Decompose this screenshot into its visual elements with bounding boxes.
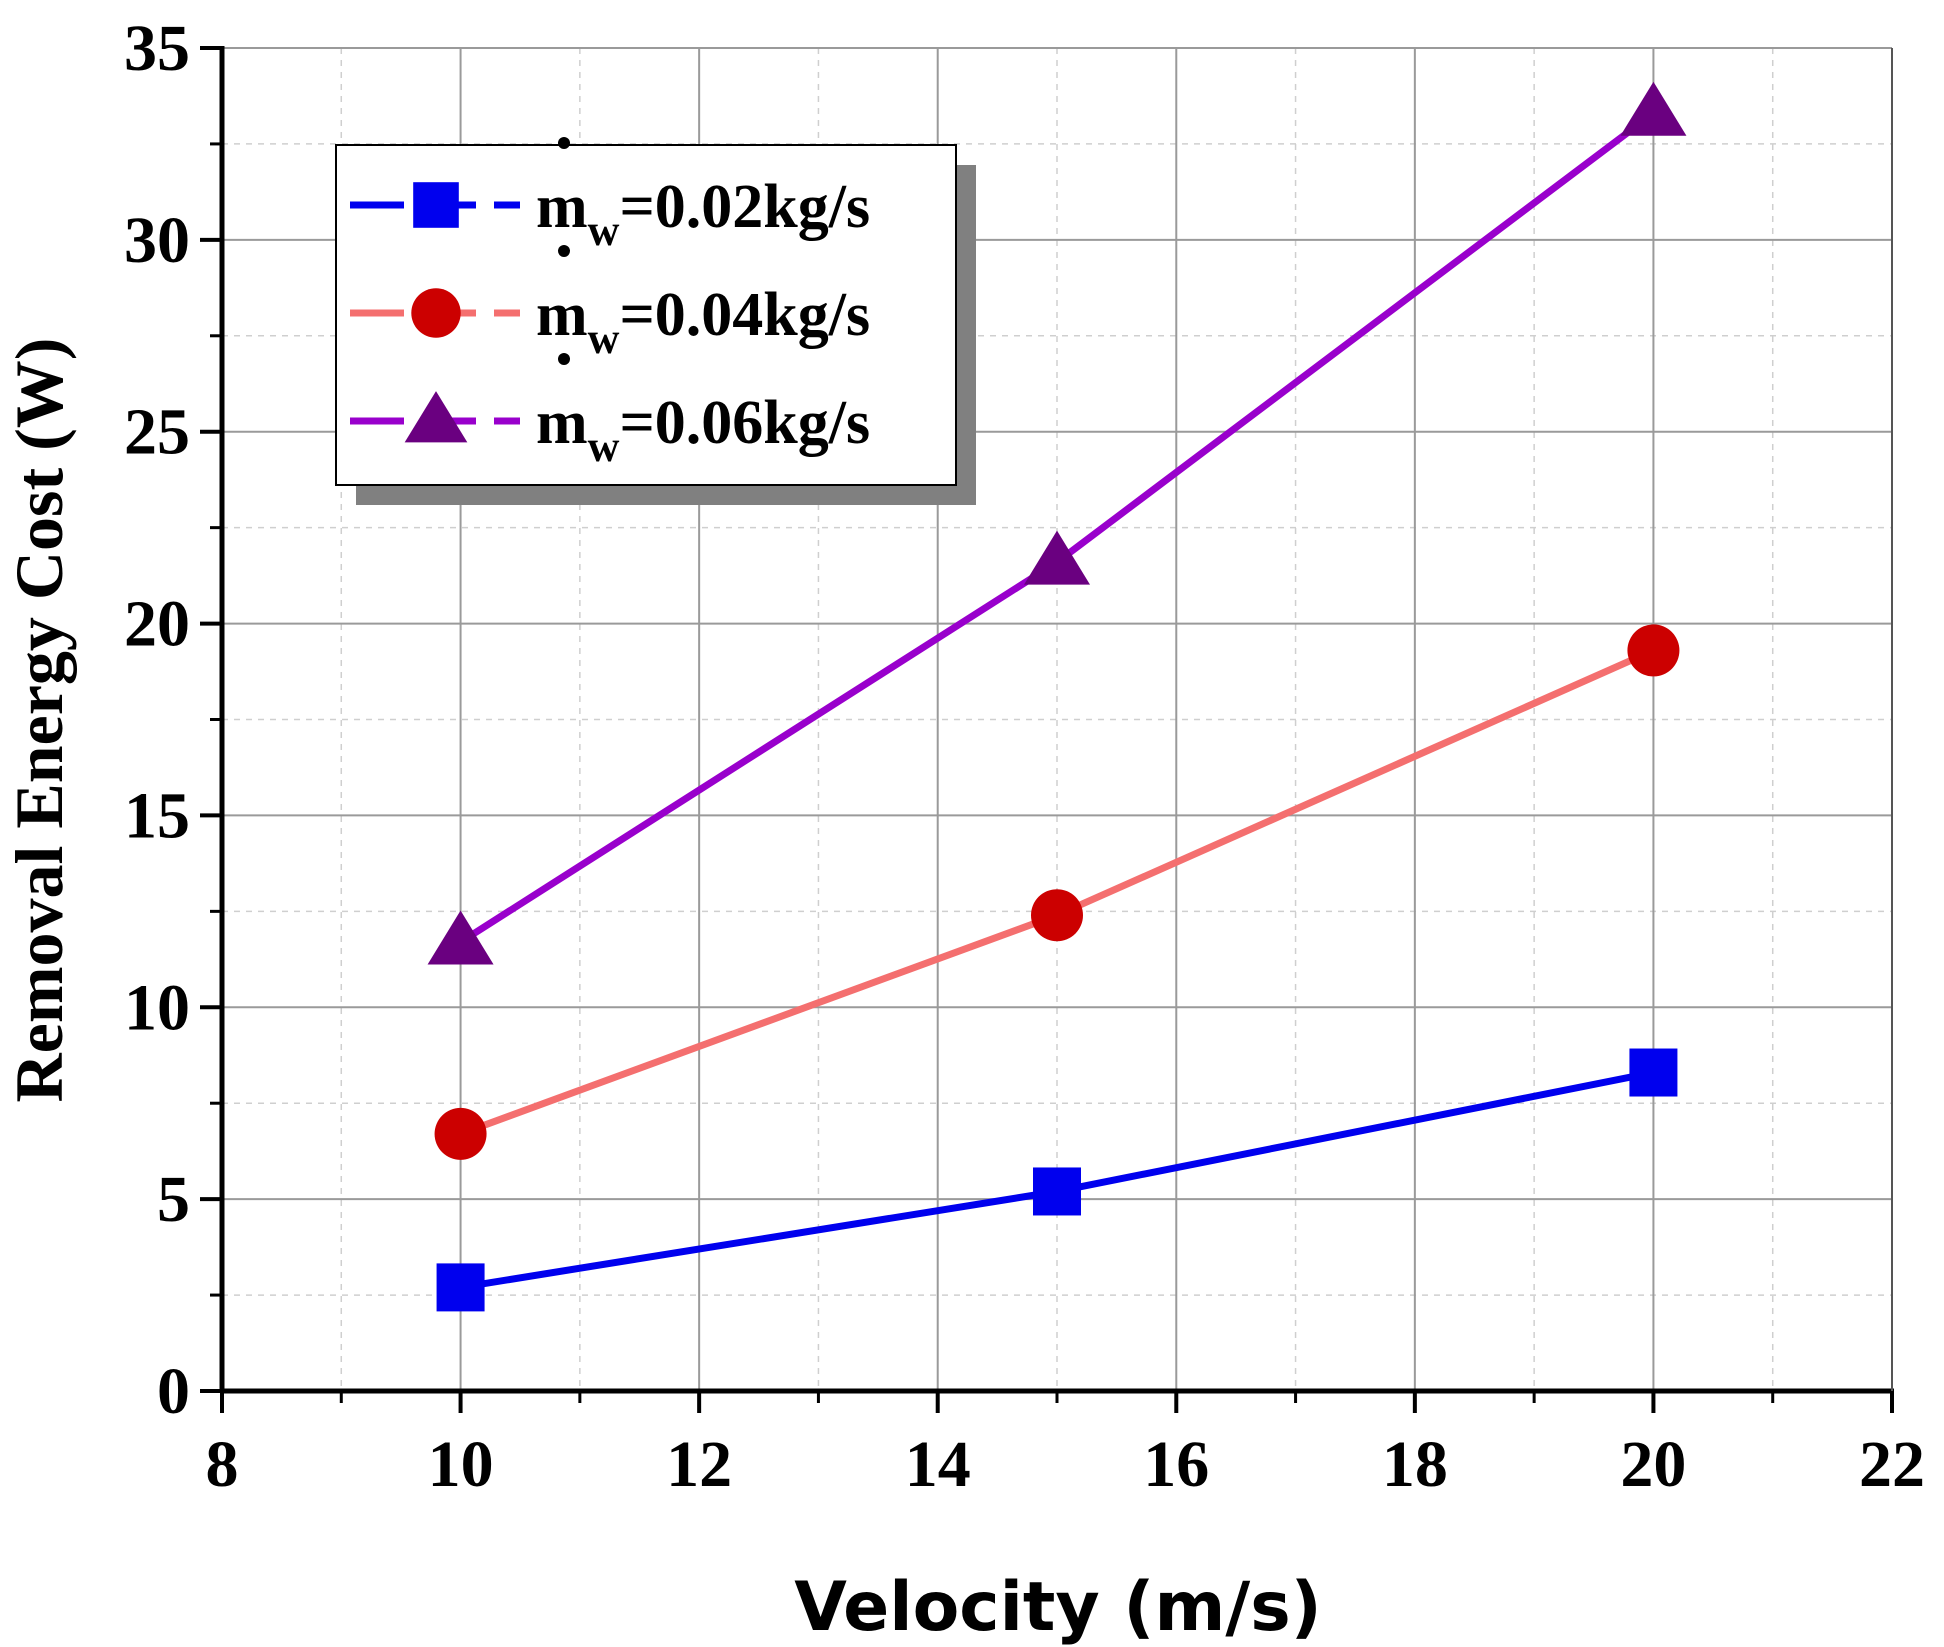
x-tick-label: 8	[206, 1428, 239, 1501]
data-point-series-3	[1620, 81, 1687, 136]
x-axis-title: Velocity (m/s)	[794, 1568, 1322, 1647]
legend-dot-1	[558, 137, 570, 149]
legend-label-2: mw=0.04kg/s	[536, 281, 870, 363]
y-tick-label: 25	[124, 396, 190, 469]
legend-dot-3	[558, 353, 570, 365]
data-point-series-2	[1031, 889, 1083, 942]
data-point-series-3	[1024, 530, 1090, 585]
legend-label-3: mw=0.06kg/s	[536, 389, 870, 471]
y-tick-label: 10	[124, 971, 190, 1044]
y-tick-label: 20	[124, 588, 190, 661]
x-tick-label: 12	[666, 1428, 732, 1501]
data-point-series-1	[436, 1263, 485, 1312]
axes	[200, 46, 1894, 1413]
x-tick-label: 10	[428, 1428, 494, 1501]
legend: mw=0.02kg/s mw=0.04kg/s mw=0.06kg/s	[335, 137, 976, 505]
data-point-series-3	[427, 910, 494, 965]
data-point-series-1	[1033, 1167, 1081, 1216]
x-tick-label: 20	[1620, 1428, 1686, 1501]
y-tick-label: 35	[124, 12, 190, 85]
data-point-series-2	[1627, 624, 1680, 677]
tick-labels: 8 10 12 14 16 18 20 22 0 5 10 15 20 25 30 35	[124, 12, 1925, 1501]
legend-marker-2	[411, 288, 461, 338]
x-tick-label: 18	[1382, 1428, 1448, 1501]
x-tick-label: 22	[1859, 1428, 1925, 1501]
y-tick-label: 15	[124, 779, 190, 852]
y-tick-label: 5	[157, 1163, 190, 1236]
legend-marker-3	[404, 391, 468, 443]
legend-marker-1	[413, 182, 459, 228]
y-axis-title: Removal Energy Cost (W)	[1, 338, 77, 1103]
minor-grid	[222, 48, 1892, 1391]
x-tick-label: 14	[905, 1428, 971, 1501]
data-point-series-1	[1629, 1048, 1678, 1097]
x-tick-label: 16	[1143, 1428, 1209, 1501]
y-tick-label: 30	[124, 204, 190, 277]
data-point-series-2	[434, 1107, 487, 1160]
legend-label-1: mw=0.02kg/s	[536, 173, 870, 255]
legend-dot-2	[558, 245, 570, 257]
y-tick-label: 0	[157, 1355, 190, 1428]
series-markers	[427, 81, 1687, 1312]
